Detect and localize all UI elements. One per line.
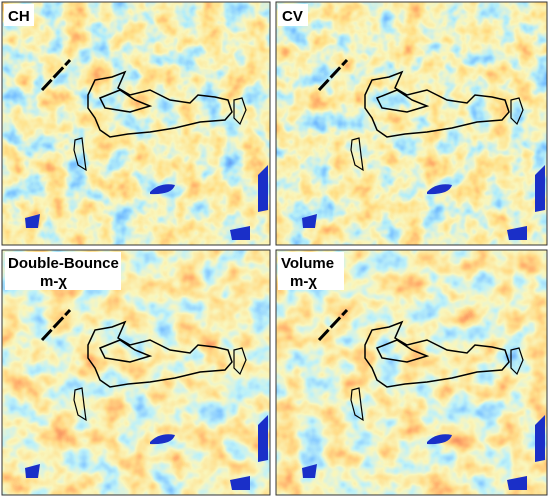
map <box>276 250 547 495</box>
label: m-χ <box>40 273 67 290</box>
label-box <box>278 252 344 290</box>
map <box>2 250 270 495</box>
panel-ch: CH <box>1 1 271 246</box>
label-box <box>4 4 34 26</box>
label: Volume <box>281 255 334 272</box>
border <box>1 249 271 496</box>
label: Double-Bounce <box>8 255 119 272</box>
label: CH <box>8 8 30 25</box>
label: CV <box>282 8 303 25</box>
panel-double-bounce: Double-Bounce m-χ <box>1 249 271 496</box>
label-box <box>278 4 308 26</box>
border <box>1 1 271 246</box>
panel-cv: CV <box>275 1 548 246</box>
map <box>2 2 270 245</box>
border <box>275 249 548 496</box>
panel-volume: Volume m-χ <box>275 249 548 496</box>
label-box <box>5 252 121 290</box>
map <box>276 2 547 245</box>
border <box>275 1 548 246</box>
label: m-χ <box>290 273 317 290</box>
